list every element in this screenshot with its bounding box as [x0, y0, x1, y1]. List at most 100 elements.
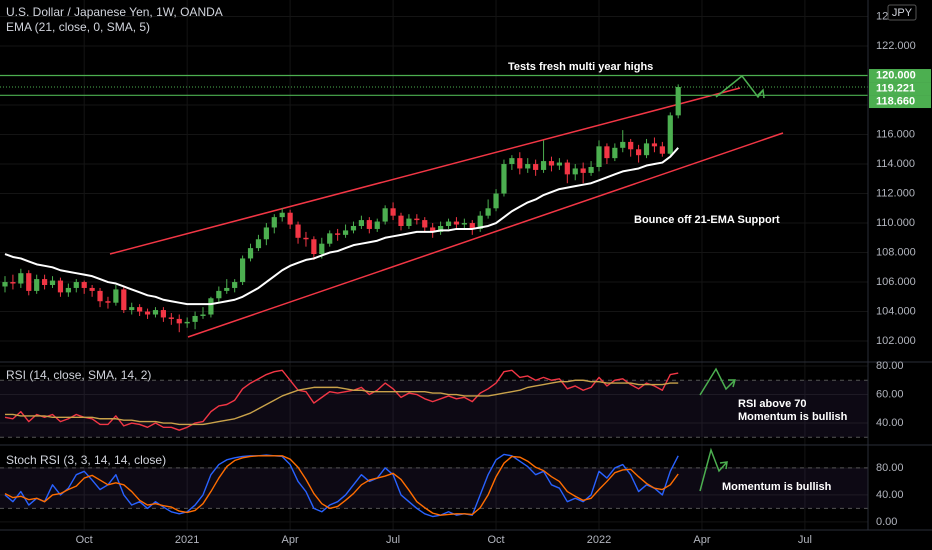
channel-upper [109, 87, 741, 255]
x-tick-label: Jul [798, 534, 812, 546]
candle-body [620, 141, 626, 148]
candle-body [675, 87, 681, 116]
candle-body [208, 298, 214, 315]
y-tick-label: 116.000 [876, 128, 915, 140]
y-tick-label: 110.000 [876, 217, 915, 229]
price-label: 118.660 [876, 95, 915, 107]
candle-body [105, 301, 111, 303]
rsi-arrow [699, 367, 736, 396]
candle-body [247, 248, 254, 259]
candle-body [129, 307, 135, 311]
y-tick-label: 106.000 [876, 276, 916, 288]
rsi-title: RSI (14, close, SMA, 14, 2) [6, 368, 151, 382]
candle-body [406, 218, 412, 226]
candle-body [588, 166, 594, 173]
currency-box [887, 4, 917, 21]
candle-body [26, 273, 32, 291]
x-tick-label: Oct [487, 534, 504, 546]
x-tick-label: 2021 [175, 534, 199, 546]
candle-body [295, 224, 301, 238]
channel-lower [187, 132, 784, 338]
candle-body [540, 161, 547, 170]
candle-body [604, 146, 610, 159]
candle-body [10, 282, 16, 284]
candle-body [659, 146, 665, 154]
candle-body [628, 141, 634, 150]
candle-body [358, 220, 364, 226]
candle-body [303, 237, 309, 240]
candle-body [18, 273, 24, 284]
annotation: Momentum is bullish [738, 411, 848, 423]
grid-layer [0, 0, 868, 530]
candle-body [97, 290, 103, 302]
candle-body [548, 161, 555, 166]
candle-body [461, 223, 467, 225]
y-tick-label: 102.000 [876, 335, 916, 347]
candle-body [144, 311, 151, 315]
candle-body [422, 220, 428, 228]
x-tick-label: 2022 [587, 534, 611, 546]
candle-body [184, 321, 190, 324]
candle-body [232, 282, 238, 288]
arrow-head [728, 379, 736, 388]
candle-body [643, 143, 650, 156]
candle-body [121, 289, 127, 311]
candle-body [564, 162, 570, 175]
candle-body [398, 215, 404, 226]
candle-body [556, 162, 562, 166]
candle-body [667, 115, 673, 154]
y-tick-label: 40.00 [876, 417, 904, 429]
candle-body [240, 258, 246, 283]
annotation: RSI above 70 [738, 398, 806, 410]
candle-body [137, 307, 143, 312]
candle-body [224, 287, 230, 291]
currency-label: JPY [892, 7, 913, 19]
stoch-arrow [699, 447, 728, 492]
candle-body [34, 279, 40, 291]
candle-body [493, 193, 499, 209]
price-label: 120.000 [876, 69, 916, 81]
candle-body [160, 310, 166, 318]
candle-body [477, 215, 483, 229]
y-tick-label: 40.00 [876, 489, 904, 501]
y-tick-label: 0.00 [876, 516, 897, 528]
candle-body [453, 221, 460, 225]
candle-body [335, 233, 341, 235]
candle-body [390, 208, 396, 216]
data-layer [0, 74, 868, 518]
stoch-title: Stoch RSI (3, 3, 14, 14, close) [6, 453, 166, 467]
candle-body [152, 310, 159, 315]
annotation: Bounce off 21-EMA Support [634, 214, 780, 226]
candle-body [382, 208, 388, 222]
y-tick-label: 108.000 [876, 246, 916, 258]
candle-body [319, 243, 325, 255]
candle-body [2, 282, 8, 287]
candle-body [517, 158, 523, 169]
level-band [0, 380, 868, 438]
candle-body [342, 230, 349, 235]
candle-body [89, 287, 95, 291]
candle-body [216, 290, 222, 299]
candle-body [580, 168, 586, 173]
price-label-box [869, 82, 931, 96]
candle-body [430, 227, 436, 232]
candle-body [73, 282, 79, 288]
candle-body [651, 143, 658, 147]
x-tick-label: Apr [693, 534, 710, 546]
indicator-line [4, 369, 679, 431]
indicator-line [4, 453, 679, 518]
candle-body [350, 225, 357, 231]
x-tick-label: Jul [386, 534, 400, 546]
candle-body [200, 314, 206, 316]
indicator-line [4, 455, 679, 516]
candle-body [49, 280, 56, 285]
candle-body [525, 164, 531, 169]
indicator-line [4, 147, 679, 306]
y-tick-label: 112.000 [876, 187, 915, 199]
price-label-box [869, 69, 931, 83]
indicator-line [5, 379, 679, 426]
x-tick-label: Apr [282, 534, 299, 546]
candle-body [287, 212, 293, 225]
